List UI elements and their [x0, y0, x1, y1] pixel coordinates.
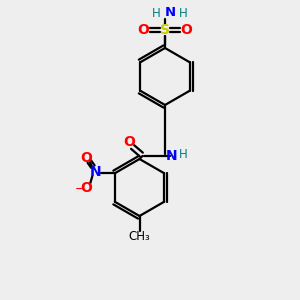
Text: S: S	[160, 23, 170, 37]
Text: N: N	[165, 6, 176, 20]
Text: O: O	[80, 181, 92, 195]
Text: O: O	[137, 23, 149, 37]
Text: O: O	[123, 136, 135, 149]
Text: H: H	[152, 7, 161, 20]
Text: −: −	[74, 183, 85, 196]
Text: N: N	[89, 165, 101, 179]
Text: N: N	[166, 149, 177, 163]
Text: H: H	[179, 148, 188, 161]
Text: O: O	[181, 23, 193, 37]
Text: CH₃: CH₃	[129, 230, 150, 244]
Text: O: O	[80, 151, 92, 165]
Text: H: H	[179, 7, 188, 20]
